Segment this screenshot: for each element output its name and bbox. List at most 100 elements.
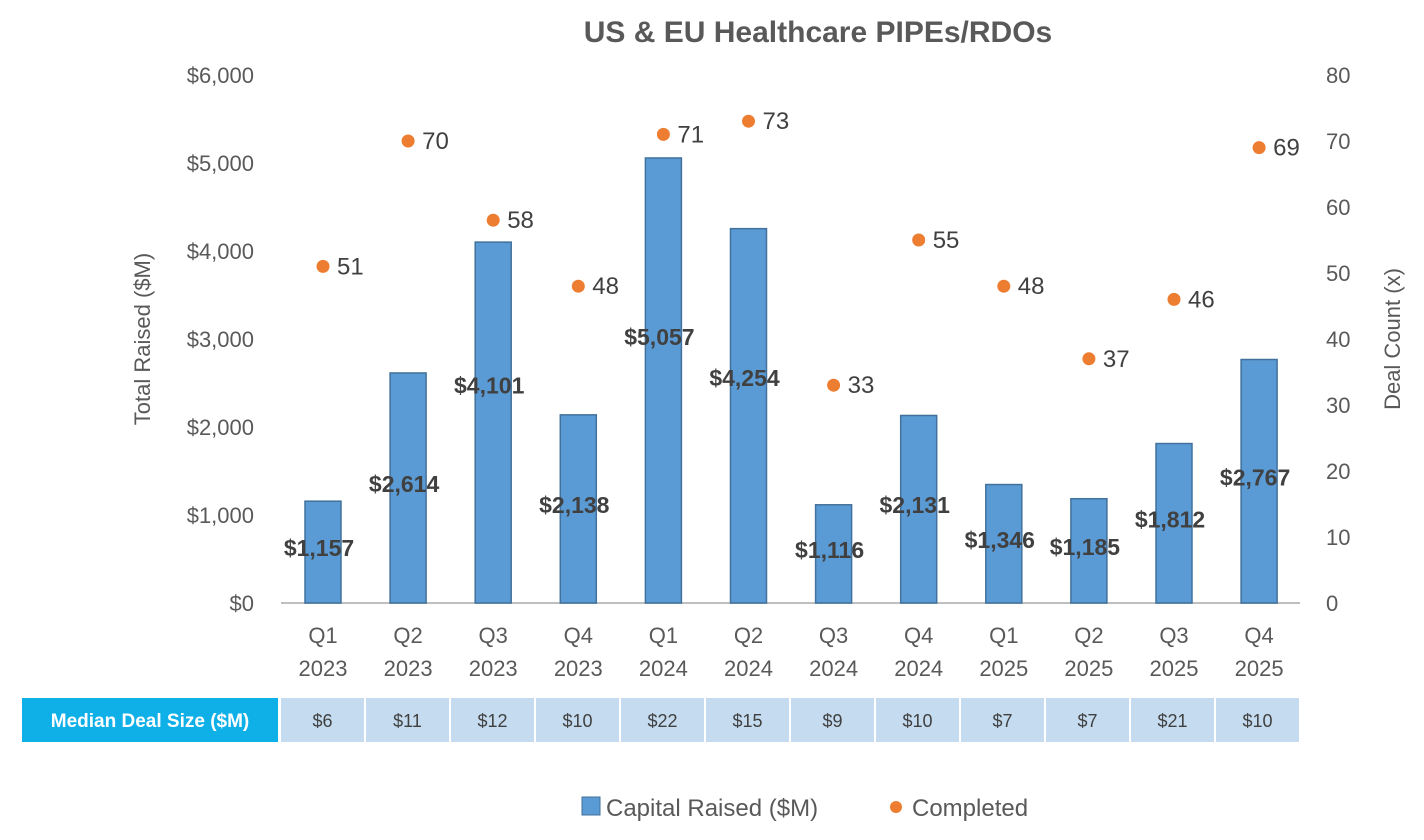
completed-point [827, 378, 841, 392]
x-tick-quarter: Q1 [308, 623, 337, 648]
bar [559, 414, 598, 604]
left-tick-label: $1,000 [187, 503, 254, 528]
x-tick-quarter: Q1 [989, 623, 1018, 648]
right-tick-label: 50 [1326, 261, 1350, 286]
bar [644, 157, 683, 604]
chart-title: US & EU Healthcare PIPEs/RDOs [584, 16, 1053, 49]
left-tick-label: $3,000 [187, 327, 254, 352]
x-tick-year: 2025 [1150, 656, 1199, 681]
median-header-label: Median Deal Size ($M) [51, 711, 250, 732]
completed-data-label: 73 [763, 108, 790, 135]
median-cell [1216, 698, 1299, 742]
bar-data-label: $2,131 [880, 492, 951, 518]
x-tick-year: 2025 [979, 656, 1028, 681]
x-tick-quarter: Q2 [393, 623, 422, 648]
x-tick-year: 2025 [1235, 656, 1284, 681]
right-axis-title: Deal Count (x) [1380, 268, 1405, 410]
right-tick-label: 20 [1326, 459, 1350, 484]
x-axis-labels: Q1 2023 Q2 2023 Q3 2023 Q4 2023 Q1 2024 Q2 2024 Q3 20… [299, 623, 1284, 681]
right-tick-label: 70 [1326, 129, 1350, 154]
completed-series: 51 70 58 48 71 73 33 55 48 37 46 69 [316, 108, 1300, 399]
bar-data-label: $2,138 [539, 492, 610, 518]
median-cell-value: $7 [1077, 711, 1097, 731]
median-cell [536, 698, 619, 742]
x-tick-year: 2023 [384, 656, 433, 681]
completed-point [316, 259, 330, 273]
legend-label-capital: Capital Raised ($M) [606, 795, 818, 822]
median-cell [961, 698, 1044, 742]
x-tick-year: 2024 [894, 656, 943, 681]
left-axis-title: Total Raised ($M) [130, 253, 155, 425]
left-tick-label: $4,000 [187, 239, 254, 264]
median-cell [621, 698, 704, 742]
x-tick-year: 2023 [554, 656, 603, 681]
median-cell [706, 698, 789, 742]
completed-data-label: 70 [422, 128, 449, 155]
right-axis-ticks: 0 10 20 30 40 50 60 70 80 [1326, 63, 1350, 616]
legend-bar-swatch [581, 796, 601, 816]
left-tick-label: $0 [230, 591, 254, 616]
completed-point [742, 114, 755, 128]
completed-point [1082, 352, 1096, 366]
completed-data-label: 55 [933, 227, 960, 254]
x-tick-quarter: Q3 [479, 623, 508, 648]
left-tick-label: $6,000 [187, 63, 254, 88]
x-tick-quarter: Q3 [1159, 623, 1188, 648]
x-tick-quarter: Q2 [734, 623, 763, 648]
completed-data-label: 48 [1018, 273, 1045, 300]
median-cell-value: $6 [312, 711, 332, 731]
bar [1240, 358, 1278, 604]
completed-point [912, 233, 926, 247]
x-tick-quarter: Q4 [904, 623, 933, 648]
bar-data-label: $5,057 [624, 324, 694, 350]
legend: Capital Raised ($M) Completed [581, 795, 1028, 822]
median-cell-value: $11 [393, 711, 422, 731]
right-tick-label: 30 [1326, 393, 1350, 418]
x-tick-year: 2025 [1064, 656, 1113, 681]
bar-data-label: $1,185 [1050, 534, 1121, 560]
bar [985, 483, 1023, 604]
bar [474, 241, 512, 604]
median-cell [366, 698, 449, 742]
left-tick-label: $5,000 [187, 151, 254, 176]
completed-point [486, 213, 500, 227]
median-cell-value: $10 [1242, 711, 1272, 731]
right-tick-label: 0 [1326, 591, 1338, 616]
left-tick-label: $2,000 [187, 415, 254, 440]
median-cell [876, 698, 959, 742]
x-tick-quarter: Q1 [649, 623, 678, 648]
x-tick-quarter: Q4 [564, 623, 593, 648]
completed-point [656, 127, 670, 141]
completed-point [401, 134, 415, 148]
x-tick-year: 2024 [724, 656, 773, 681]
right-tick-label: 80 [1326, 63, 1350, 88]
completed-data-label: 33 [848, 372, 875, 399]
x-tick-quarter: Q3 [819, 623, 848, 648]
bar-data-label: $1,157 [284, 535, 354, 561]
right-tick-label: 10 [1326, 525, 1350, 550]
completed-data-label: 37 [1103, 346, 1130, 373]
x-tick-year: 2023 [469, 656, 518, 681]
x-tick-year: 2023 [299, 656, 348, 681]
bar-data-label: $4,101 [454, 373, 525, 399]
bar [899, 414, 938, 604]
completed-data-label: 48 [592, 273, 619, 300]
median-cell-value: $9 [822, 711, 842, 731]
completed-data-label: 58 [507, 207, 534, 234]
bar-data-label: $1,116 [795, 537, 864, 563]
bars-series: $1,157 $2,614 $4,101 $2,138 $5,057 $4,254 $1,1… [284, 157, 1290, 604]
x-tick-quarter: Q4 [1244, 623, 1273, 648]
median-cell [791, 698, 874, 742]
bar [1155, 442, 1193, 604]
median-cell-value: $10 [562, 711, 592, 731]
completed-data-label: 71 [677, 121, 704, 148]
completed-data-label: 46 [1188, 286, 1215, 313]
legend-dot-swatch [890, 801, 902, 813]
x-tick-year: 2024 [809, 656, 858, 681]
completed-point [1252, 141, 1266, 155]
x-tick-year: 2024 [639, 656, 688, 681]
median-cell [281, 698, 364, 742]
bar [389, 372, 427, 604]
bar-data-label: $1,812 [1135, 506, 1205, 532]
median-cell [451, 698, 534, 742]
